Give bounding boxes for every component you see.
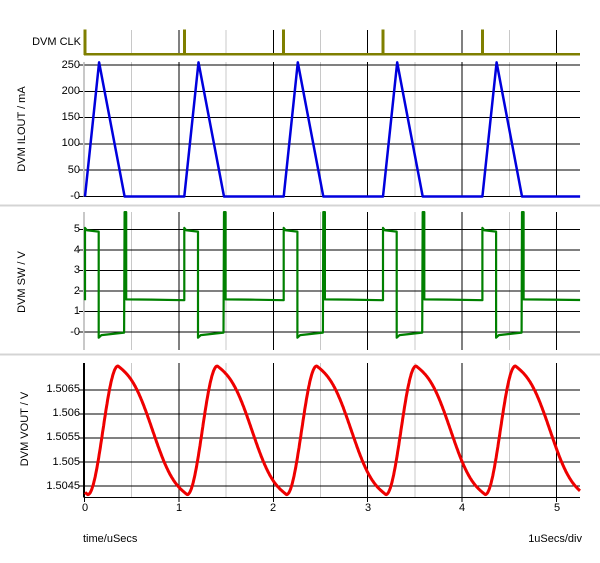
ilout-trace — [83, 61, 581, 198]
x-tick-label: 2 — [269, 502, 277, 514]
y-tick-label: 5 — [73, 223, 80, 235]
sw-trace — [83, 211, 581, 339]
y-tick-label: -0 — [70, 326, 80, 338]
y-tick-label: 150 — [61, 111, 80, 123]
y-tick-label: 1.506 — [52, 407, 80, 419]
y-tick-label: 1.5055 — [46, 431, 80, 443]
scale-per-div-label: 1uSecs/div — [528, 533, 582, 545]
y-tick-label: 100 — [61, 137, 80, 149]
y-tick-label: 200 — [61, 85, 80, 97]
vout-trace — [83, 364, 581, 497]
y-tick-label: 1 — [73, 305, 80, 317]
x-tick-label: 5 — [553, 502, 561, 514]
vout-axis-title: DVM VOUT / V — [19, 391, 31, 467]
y-tick-label: 1.505 — [52, 456, 80, 468]
ilout-axis-title: DVM ILOUT / mA — [16, 86, 28, 172]
y-tick-label: 2 — [73, 285, 80, 297]
y-tick-label: 4 — [73, 244, 80, 256]
x-tick-label: 4 — [458, 502, 466, 514]
y-tick-label: 1.5065 — [46, 383, 80, 395]
y-tick-label: 1.5045 — [46, 480, 80, 492]
y-tick-label: 3 — [73, 264, 80, 276]
y-tick-label: 250 — [61, 59, 80, 71]
x-tick-label: 1 — [175, 502, 183, 514]
y-tick-label: 50 — [67, 164, 80, 176]
time-axis-label: time/uSecs — [83, 533, 138, 545]
x-tick-label: 0 — [81, 502, 89, 514]
clk-axis-title: DVM CLK — [32, 36, 81, 48]
y-tick-label: -0 — [70, 190, 80, 202]
sw-axis-title: DVM SW / V — [16, 251, 28, 313]
x-tick-label: 3 — [364, 502, 372, 514]
